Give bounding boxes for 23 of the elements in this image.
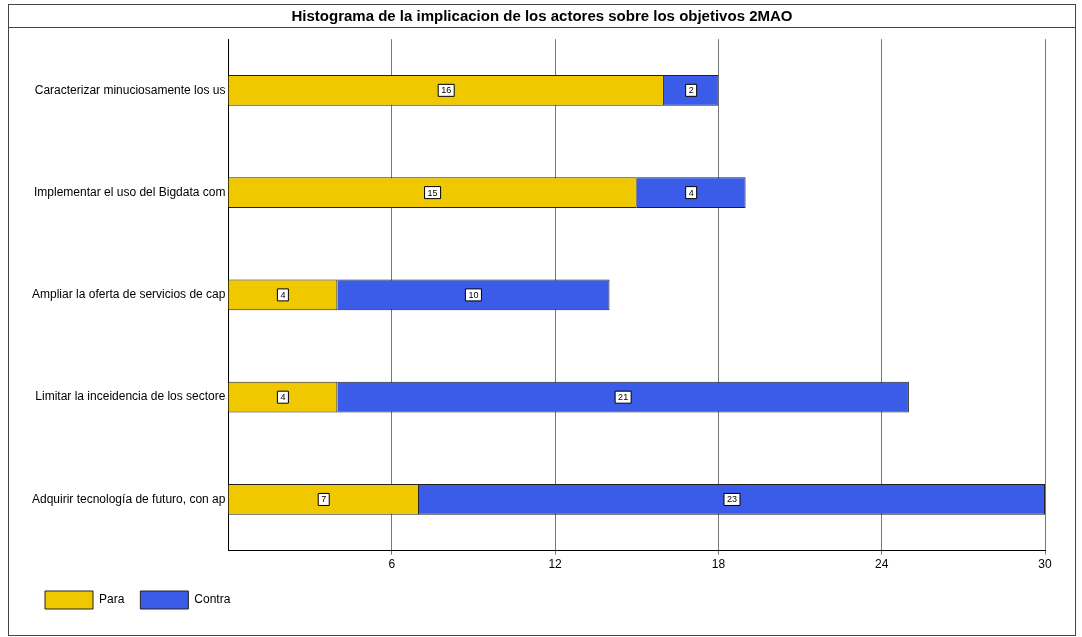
- x-tick-label: 6: [388, 557, 396, 572]
- data-label: 4: [280, 392, 286, 403]
- y-tick-label: Limitar la inceidencia de los sectore: [35, 389, 226, 404]
- x-tick-label: 30: [1038, 557, 1052, 572]
- legend-label: Contra: [194, 592, 231, 607]
- y-tick-label: Caracterizar minuciosamente los us: [34, 82, 226, 97]
- data-label: 2: [688, 85, 694, 96]
- y-tick-label: Adquirir tecnología de futuro, con ap: [31, 491, 226, 506]
- y-tick-label: Ampliar la oferta de servicios de cap: [32, 287, 226, 302]
- x-tick-label: 24: [875, 557, 889, 572]
- x-tick-label: 12: [548, 557, 563, 572]
- data-label: 4: [688, 187, 694, 198]
- data-label: 4: [280, 289, 286, 300]
- data-label: 23: [726, 494, 737, 505]
- data-label: 7: [321, 494, 327, 505]
- x-tick-label: 18: [711, 557, 726, 572]
- y-tick-label: Implementar el uso del Bigdata com: [34, 184, 226, 199]
- data-label: 21: [618, 392, 629, 403]
- legend-label: Para: [99, 592, 125, 607]
- data-label: 16: [441, 85, 452, 96]
- data-label: 15: [427, 187, 438, 198]
- data-label: 10: [468, 289, 479, 300]
- chart-title: Histograma de la implicacion de los actores sobre los objetivos 2MAO: [9, 5, 1075, 28]
